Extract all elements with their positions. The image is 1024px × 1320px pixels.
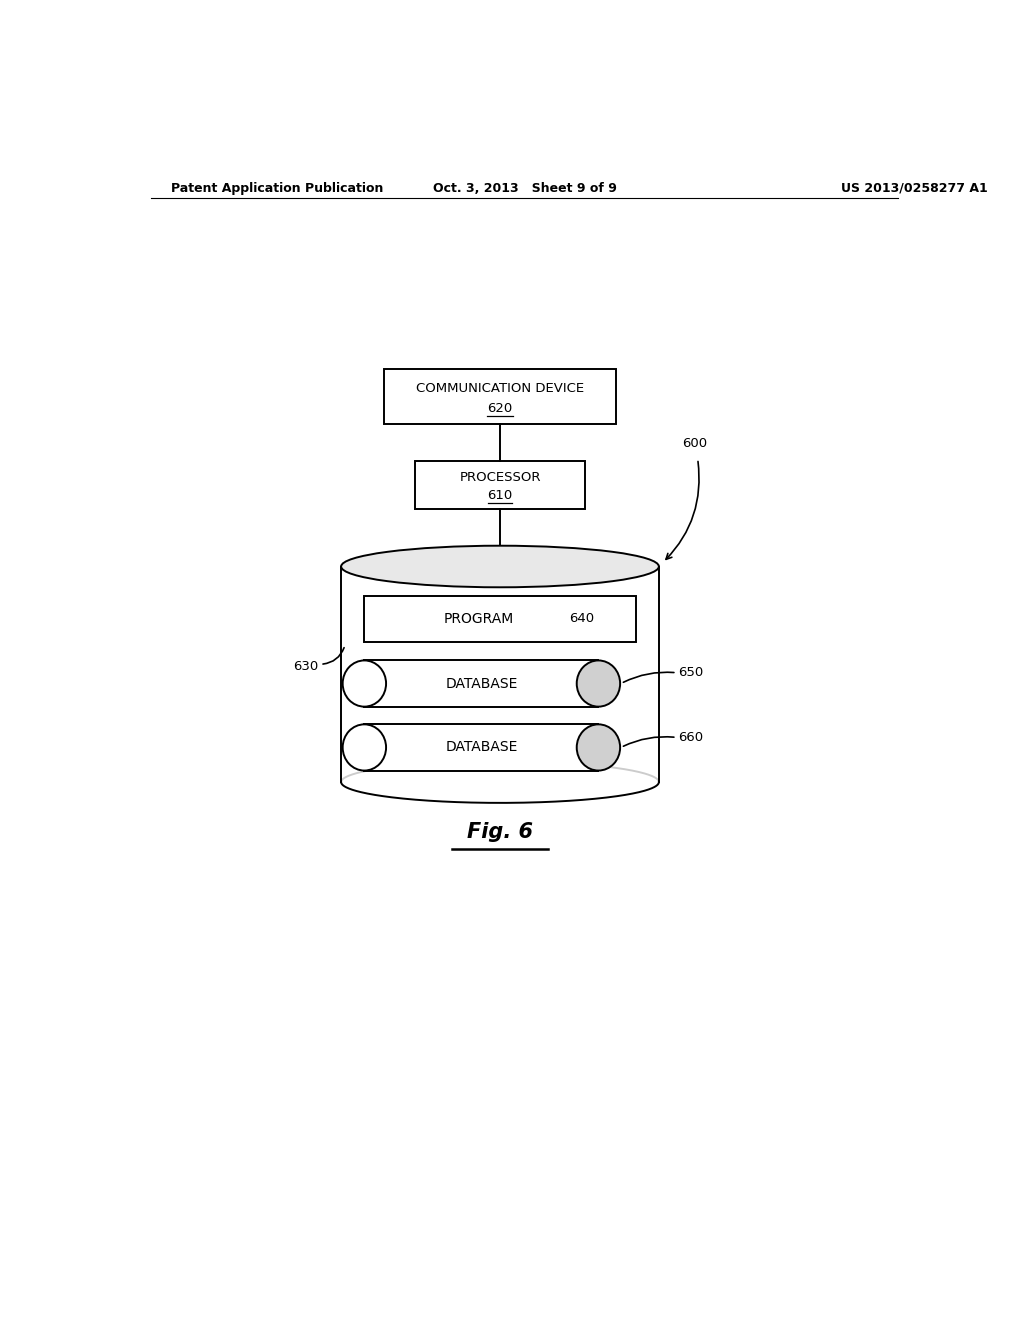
Text: DATABASE: DATABASE [445, 741, 517, 755]
Text: Fig. 6: Fig. 6 [467, 822, 534, 842]
Text: Patent Application Publication: Patent Application Publication [171, 182, 383, 194]
Text: PROGRAM: PROGRAM [443, 612, 513, 626]
Text: 620: 620 [487, 403, 513, 414]
FancyBboxPatch shape [415, 461, 586, 508]
Text: PROCESSOR: PROCESSOR [459, 471, 541, 484]
Text: Oct. 3, 2013   Sheet 9 of 9: Oct. 3, 2013 Sheet 9 of 9 [433, 182, 616, 194]
Text: 600: 600 [682, 437, 708, 450]
Text: 610: 610 [487, 488, 513, 502]
FancyBboxPatch shape [365, 725, 598, 771]
Text: 660: 660 [678, 731, 703, 744]
Text: DATABASE: DATABASE [445, 677, 517, 690]
Ellipse shape [341, 545, 658, 587]
Text: 640: 640 [568, 612, 594, 626]
Ellipse shape [343, 725, 386, 771]
Ellipse shape [577, 725, 621, 771]
Ellipse shape [343, 660, 386, 706]
FancyBboxPatch shape [365, 660, 598, 706]
FancyBboxPatch shape [365, 595, 636, 642]
Ellipse shape [577, 660, 621, 706]
Text: COMMUNICATION DEVICE: COMMUNICATION DEVICE [416, 381, 584, 395]
Text: 650: 650 [678, 667, 703, 680]
Text: 630: 630 [293, 660, 317, 673]
Text: US 2013/0258277 A1: US 2013/0258277 A1 [841, 182, 988, 194]
FancyBboxPatch shape [384, 368, 616, 424]
